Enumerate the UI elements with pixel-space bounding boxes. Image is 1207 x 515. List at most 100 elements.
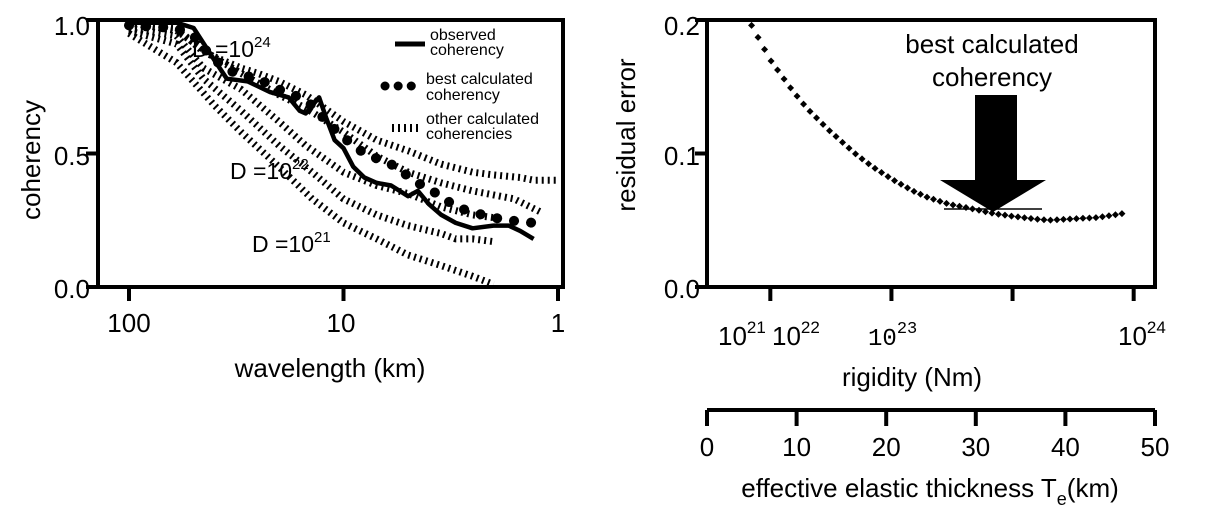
- residual-error-point: [754, 33, 762, 41]
- right-plot-frame: [705, 18, 1157, 289]
- residual-error-point: [923, 193, 931, 201]
- residual-error-point: [910, 187, 918, 195]
- residual-error-point: [878, 169, 886, 177]
- residual-error-point: [1033, 215, 1041, 223]
- left-legend: observed coherency best calculated coher…: [380, 27, 539, 143]
- residual-error-point: [981, 208, 989, 216]
- best-coherency-arrow: [940, 95, 1046, 212]
- right-tick-marks: [695, 18, 1136, 301]
- legend-label-observed-1: observed: [430, 27, 496, 44]
- right-ytick-label: 0.2: [664, 11, 700, 41]
- left-ytick-label: 1.0: [54, 11, 90, 41]
- right-xtick-label: 1024: [1118, 318, 1166, 351]
- residual-error-point: [930, 195, 938, 203]
- secondary-tick-label: 20: [872, 432, 901, 462]
- left-xtick-label: 1: [551, 308, 565, 338]
- residual-error-point: [839, 138, 847, 146]
- annotation-d-1e24: D =1024: [192, 34, 271, 62]
- right-x-axis-label: rigidity (Nm): [842, 362, 982, 392]
- right-points-group: [748, 21, 1126, 224]
- left-plot-frame: [96, 18, 565, 289]
- secondary-tick-label: 30: [961, 432, 990, 462]
- annotation-d-1e24-exp: 24: [254, 34, 271, 51]
- residual-error-point: [994, 210, 1002, 218]
- annotation-d-1e22-exp: 22: [292, 156, 309, 173]
- right-xtick-exp: 21: [747, 318, 766, 337]
- residual-error-point: [955, 202, 963, 210]
- right-xtick-label: 1023: [868, 320, 917, 353]
- legend-label-observed-2: coherency: [430, 42, 504, 59]
- residual-error-point: [852, 150, 860, 158]
- annotation-d-1e21-exp: 21: [314, 229, 331, 246]
- residual-error-point: [1053, 216, 1061, 224]
- residual-error-point: [1098, 213, 1106, 221]
- residual-error-point: [1085, 214, 1093, 222]
- right-ytick-label: 0.0: [664, 274, 700, 304]
- residual-error-point: [767, 57, 775, 65]
- right-xtick-label: 1022: [772, 318, 820, 351]
- right-xtick-exp: 24: [1147, 318, 1166, 337]
- residual-error-point: [1059, 215, 1067, 223]
- left-chart: 1.0 0.5 0.0 100 10 1 wavelength (km) coh…: [16, 11, 565, 383]
- residual-error-point: [1111, 211, 1119, 219]
- right-chart: 0.2 0.1 0.0 1021 1022 1023 1024 rigidity…: [611, 11, 1169, 509]
- right-xtick-label: 1021: [718, 318, 766, 351]
- other-calculated-coherency-line-5: [128, 27, 494, 246]
- left-y-axis-label: coherency: [16, 100, 46, 220]
- residual-error-point: [819, 120, 827, 128]
- residual-error-point: [871, 164, 879, 172]
- secondary-tick-label: 50: [1141, 432, 1170, 462]
- left-xtick-label: 100: [107, 308, 150, 338]
- residual-error-point: [1020, 214, 1028, 222]
- legend-label-other-2: coherencies: [426, 126, 512, 143]
- residual-error-point: [942, 199, 950, 207]
- observed-coherency-line: [129, 20, 535, 241]
- residual-error-point: [1027, 215, 1035, 223]
- residual-error-point: [832, 133, 840, 141]
- residual-error-point: [787, 84, 795, 92]
- secondary-axis-label-unit: (km): [1067, 473, 1119, 503]
- residual-error-point: [949, 201, 957, 209]
- right-xtick-base: 10: [868, 326, 897, 353]
- residual-error-point: [904, 184, 912, 192]
- residual-error-point: [1105, 212, 1113, 220]
- legend-label-best-2: coherency: [426, 87, 500, 104]
- residual-error-point: [800, 100, 808, 108]
- annotation-d-1e21-base: D =10: [252, 231, 314, 257]
- legend-label-other-1: other calculated: [426, 111, 539, 128]
- secondary-axis-label: effective elastic thickness Te(km): [741, 473, 1119, 509]
- residual-error-point: [975, 206, 983, 214]
- residual-error-point: [826, 127, 834, 135]
- right-y-axis-label: residual error: [611, 58, 641, 212]
- residual-error-point: [891, 177, 899, 185]
- residual-error-point: [962, 204, 970, 212]
- secondary-axis-label-base: effective elastic thickness T: [741, 473, 1057, 503]
- annotation-d-1e24-base: D =10: [192, 36, 254, 62]
- residual-error-point: [884, 173, 892, 181]
- residual-error-point: [1001, 211, 1009, 219]
- residual-error-point: [897, 180, 905, 188]
- secondary-tick-label: 0: [700, 432, 714, 462]
- secondary-axis-label-sub: e: [1057, 489, 1067, 509]
- residual-error-point: [1118, 210, 1126, 218]
- left-x-axis-label: wavelength (km): [234, 353, 426, 383]
- residual-error-point: [1066, 215, 1074, 223]
- left-series-group: [124, 19, 558, 288]
- residual-error-point: [865, 160, 873, 168]
- annotation-d-1e22: D =1022: [230, 156, 309, 184]
- other-calculated-coherency-line-6: [127, 30, 495, 288]
- left-xtick-label: 10: [327, 308, 356, 338]
- best-coherency-label-2: coherency: [932, 62, 1052, 92]
- annotation-d-1e21: D =1021: [252, 229, 331, 257]
- residual-error-point: [748, 21, 756, 29]
- secondary-tick-label: 10: [782, 432, 811, 462]
- secondary-tick-label: 40: [1051, 432, 1080, 462]
- annotation-d-1e22-base: D =10: [230, 158, 292, 184]
- residual-error-point: [1072, 215, 1080, 223]
- residual-error-point: [1092, 214, 1100, 222]
- residual-error-point: [774, 66, 782, 74]
- legend-label-best-1: best calculated: [426, 71, 533, 88]
- residual-error-point: [1014, 213, 1022, 221]
